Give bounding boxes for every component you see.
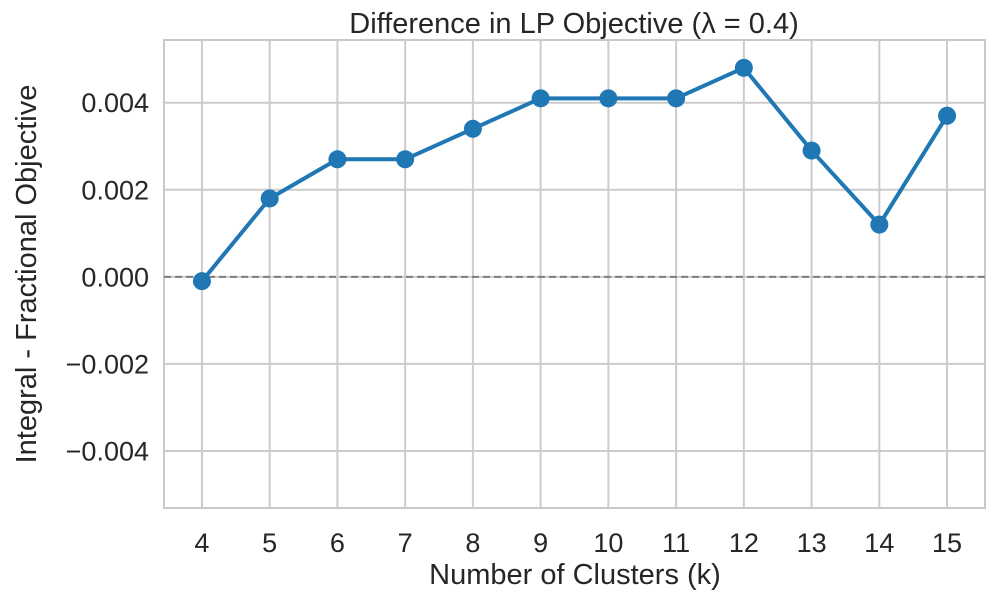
x-axis-label: Number of Clusters (k) — [429, 559, 721, 591]
y-tick-label: −0.002 — [66, 349, 149, 379]
chart-title: Difference in LP Objective (λ = 0.4) — [349, 8, 798, 40]
x-tick-label: 6 — [330, 528, 345, 558]
data-point-marker — [328, 150, 347, 169]
data-point-marker — [938, 106, 957, 125]
x-tick-label: 11 — [662, 528, 690, 558]
data-point-marker — [192, 272, 211, 291]
data-point-marker — [667, 89, 686, 108]
x-tick-label: 15 — [932, 528, 962, 558]
x-tick-label: 9 — [533, 528, 548, 558]
data-point-marker — [531, 89, 550, 108]
data-series-layer — [192, 58, 957, 291]
x-tick-label: 10 — [593, 528, 623, 558]
y-tick-label: 0.000 — [81, 262, 149, 292]
plot-area — [164, 40, 985, 508]
x-tick-label: 14 — [864, 528, 894, 558]
data-point-marker — [599, 89, 618, 108]
data-line — [199, 65, 950, 284]
data-point-marker — [734, 58, 753, 77]
plot-border — [163, 39, 986, 509]
x-tick-label: 12 — [729, 528, 759, 558]
data-point-marker — [463, 119, 482, 138]
y-tick-label: 0.004 — [81, 88, 149, 118]
data-point-marker — [802, 141, 821, 160]
data-point-marker — [260, 189, 279, 208]
y-axis-label: Integral - Fractional Objective — [11, 85, 43, 464]
x-tick-label: 7 — [398, 528, 413, 558]
y-tick-label: 0.002 — [81, 175, 149, 205]
y-tick-labels: 0.004 0.002 0.000 −0.002 −0.004 — [66, 88, 149, 466]
x-tick-label: 4 — [194, 528, 209, 558]
x-tick-label: 8 — [465, 528, 480, 558]
x-tick-label: 13 — [797, 528, 827, 558]
y-tick-label: −0.004 — [66, 436, 149, 466]
x-tick-label: 5 — [262, 528, 277, 558]
data-point-marker — [396, 150, 415, 169]
data-point-marker — [870, 215, 889, 234]
x-tick-labels: 4 5 6 7 8 9 10 11 12 13 14 15 — [194, 528, 962, 558]
